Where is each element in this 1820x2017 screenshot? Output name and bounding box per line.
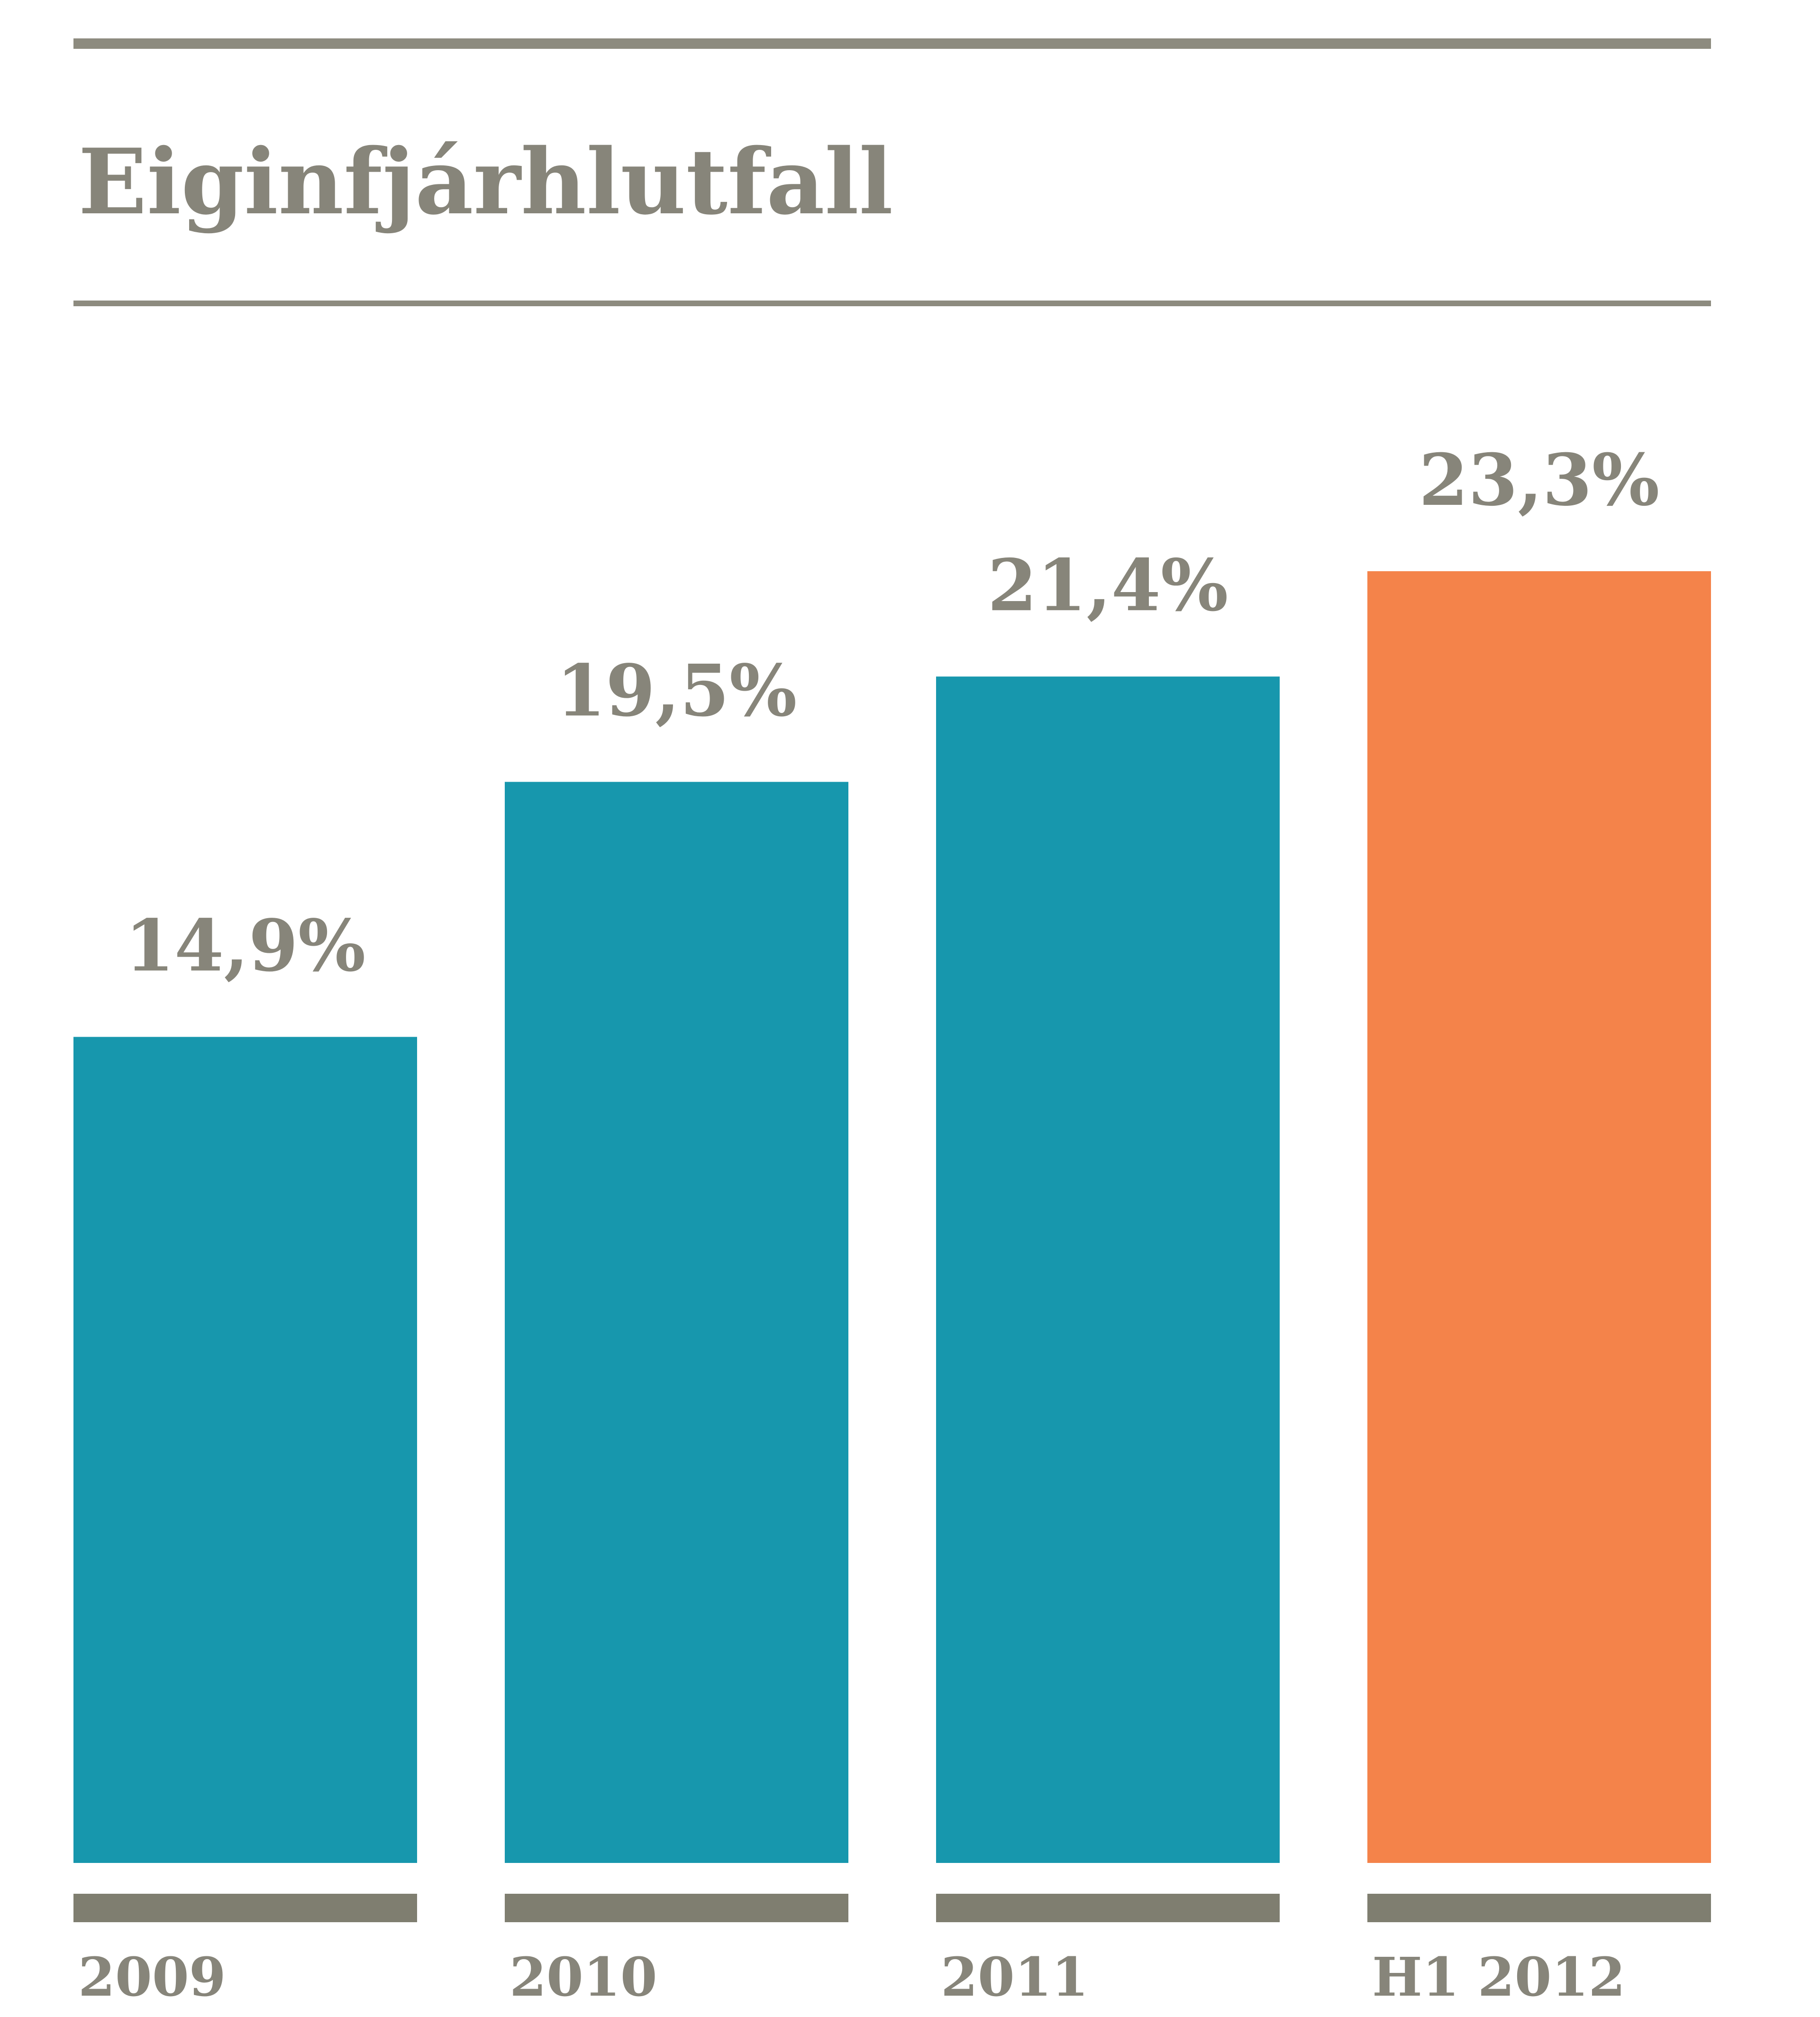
category-baseline [1367,1894,1711,1922]
category-baseline [73,1894,417,1922]
chart-title: Eiginfjárhlutfall [78,129,893,235]
value-label: 23,3% [1419,438,1660,522]
category-label: 2010 [510,1946,657,2008]
category-label: H1 2012 [1372,1946,1625,2008]
category-label: 2011 [941,1946,1089,2008]
value-label: 14,9% [125,904,366,987]
bar-h1-2012 [1367,571,1711,1863]
bar-2009 [73,1037,417,1863]
category-baseline [936,1894,1280,1922]
value-label: 19,5% [556,649,797,732]
value-label: 21,4% [988,544,1228,627]
bar-2011 [936,676,1280,1863]
bars: 14,9% 2009 19,5% 2010 21,4% 2011 23,3% H1 2012 [73,438,1711,2008]
category-baseline [505,1894,848,1922]
category-label: 2009 [78,1946,226,2008]
bar-2010 [505,782,848,1863]
